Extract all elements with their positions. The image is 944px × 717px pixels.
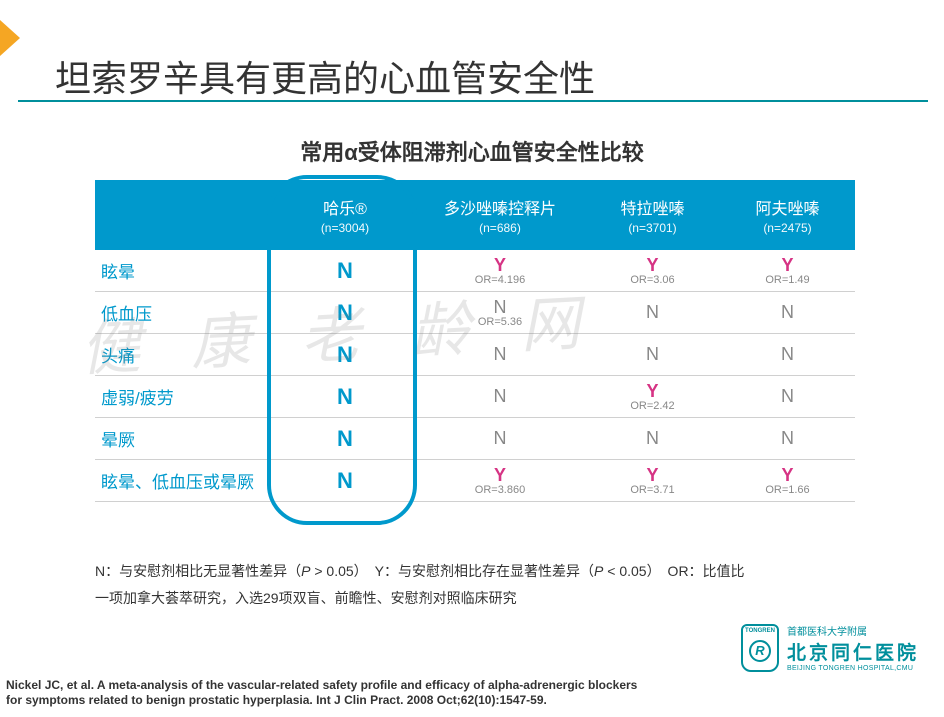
row-label: 眩晕、低血压或晕厥 bbox=[95, 468, 275, 493]
citation: Nickel JC, et al. A meta-analysis of the… bbox=[6, 678, 656, 709]
row-label: 头痛 bbox=[95, 342, 275, 367]
table-cell: YOR=2.42 bbox=[585, 381, 720, 412]
row-label: 眩晕 bbox=[95, 258, 275, 283]
table-row: 虚弱/疲劳NNYOR=2.42N bbox=[95, 376, 855, 418]
comparison-table: 哈乐®(n=3004)多沙唑嗪控释片(n=686)特拉唑嗪(n=3701)阿夫唑… bbox=[95, 180, 855, 502]
table-cell: N bbox=[275, 426, 415, 452]
logo-line-2: 北京同仁医院 bbox=[787, 638, 919, 665]
table-header-cell: 多沙唑嗪控释片(n=686) bbox=[415, 180, 585, 250]
table-row: 晕厥NNNN bbox=[95, 418, 855, 460]
table-cell: N bbox=[585, 302, 720, 323]
table-cell: N bbox=[275, 300, 415, 326]
page-title: 坦索罗辛具有更高的心血管安全性 bbox=[55, 50, 595, 102]
table-cell: N bbox=[720, 386, 855, 407]
row-label: 虚弱/疲劳 bbox=[95, 384, 275, 409]
row-label: 低血压 bbox=[95, 300, 275, 325]
hospital-logo: TONGREN R 首都医科大学附属 北京同仁医院 BEIJING TONGRE… bbox=[741, 623, 919, 672]
table-cell: N bbox=[415, 386, 585, 407]
table-cell: YOR=1.66 bbox=[720, 465, 855, 496]
table-cell: N bbox=[720, 344, 855, 365]
table-row: 眩晕、低血压或晕厥NYOR=3.860YOR=3.71YOR=1.66 bbox=[95, 460, 855, 502]
legend-line-1: N：与安慰剂相比无显著性差异（P > 0.05） Y：与安慰剂相比存在显著性差异… bbox=[95, 558, 745, 585]
table-cell: NOR=5.36 bbox=[415, 297, 585, 328]
table-header-row: 哈乐®(n=3004)多沙唑嗪控释片(n=686)特拉唑嗪(n=3701)阿夫唑… bbox=[95, 180, 855, 250]
table-cell: YOR=1.49 bbox=[720, 255, 855, 286]
table-cell: N bbox=[275, 258, 415, 284]
table-cell: YOR=3.71 bbox=[585, 465, 720, 496]
table-cell: N bbox=[720, 302, 855, 323]
table-cell: YOR=3.860 bbox=[415, 465, 585, 496]
table-cell: N bbox=[585, 344, 720, 365]
table-header-cell: 特拉唑嗪(n=3701) bbox=[585, 180, 720, 250]
decorative-triangle bbox=[0, 20, 20, 56]
table-header-cell bbox=[95, 180, 275, 250]
table-cell: N bbox=[275, 468, 415, 494]
table-cell: N bbox=[415, 344, 585, 365]
table-row: 头痛NNNN bbox=[95, 334, 855, 376]
title-underline bbox=[18, 100, 928, 102]
legend-line-2: 一项加拿大荟萃研究，入选29项双盲、前瞻性、安慰剂对照临床研究 bbox=[95, 585, 745, 612]
table-cell: YOR=4.196 bbox=[415, 255, 585, 286]
table-header-cell: 阿夫唑嗪(n=2475) bbox=[720, 180, 855, 250]
subtitle: 常用α受体阻滞剂心血管安全性比较 bbox=[0, 135, 944, 167]
table-header-cell: 哈乐®(n=3004) bbox=[275, 180, 415, 250]
table-cell: N bbox=[275, 342, 415, 368]
logo-line-1: 首都医科大学附属 bbox=[787, 623, 919, 638]
table-cell: N bbox=[275, 384, 415, 410]
row-label: 晕厥 bbox=[95, 426, 275, 451]
table-cell: N bbox=[585, 428, 720, 449]
logo-line-3: BEIJING TONGREN HOSPITAL,CMU bbox=[787, 665, 919, 672]
table-row: 低血压NNOR=5.36NN bbox=[95, 292, 855, 334]
table-cell: YOR=3.06 bbox=[585, 255, 720, 286]
badge-top-text: TONGREN bbox=[745, 628, 775, 634]
badge-letter: R bbox=[749, 640, 771, 662]
table-cell: N bbox=[720, 428, 855, 449]
logo-badge: TONGREN R bbox=[741, 624, 779, 672]
logo-text: 首都医科大学附属 北京同仁医院 BEIJING TONGREN HOSPITAL… bbox=[787, 623, 919, 672]
table-row: 眩晕NYOR=4.196YOR=3.06YOR=1.49 bbox=[95, 250, 855, 292]
table-cell: N bbox=[415, 428, 585, 449]
legend-notes: N：与安慰剂相比无显著性差异（P > 0.05） Y：与安慰剂相比存在显著性差异… bbox=[95, 558, 745, 611]
